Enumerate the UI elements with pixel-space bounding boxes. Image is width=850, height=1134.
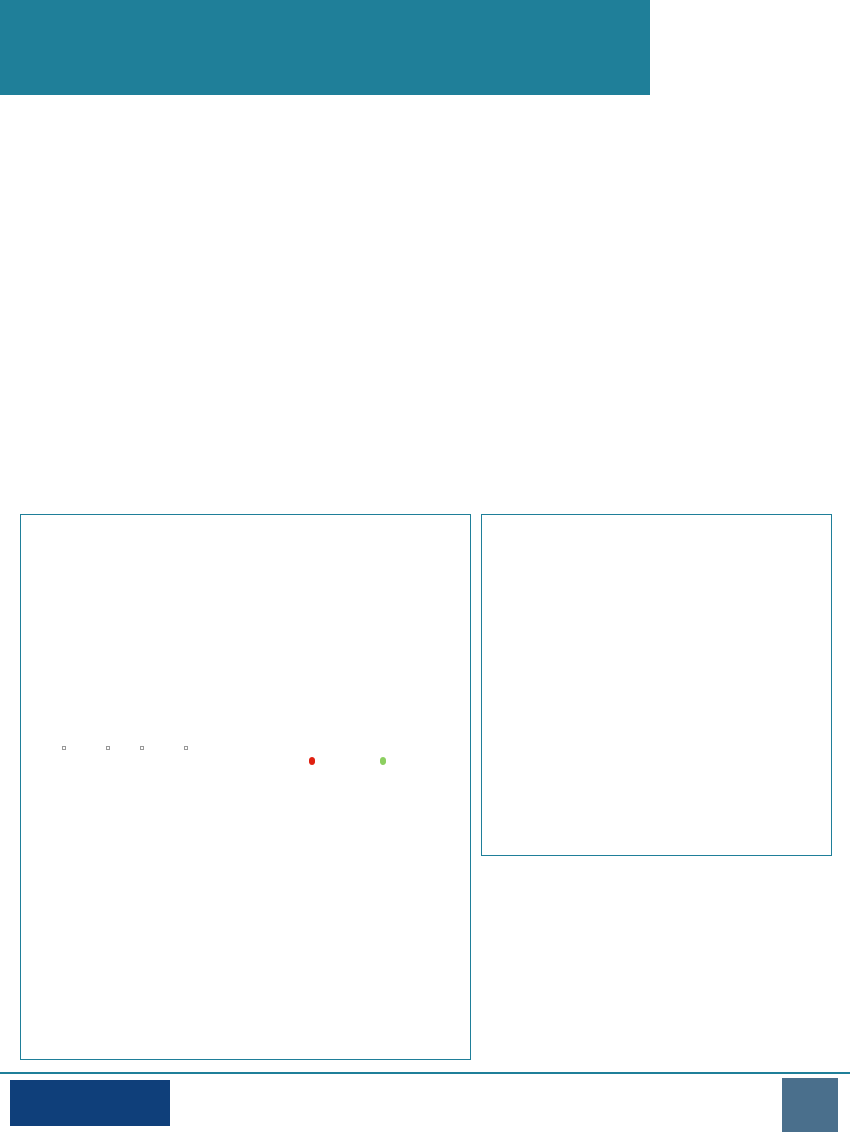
sfb-logo: [782, 1078, 838, 1132]
panel: [20, 514, 471, 1060]
label: [380, 757, 386, 765]
legend-entry: [140, 746, 144, 750]
authors: [0, 203, 850, 217]
panel: [481, 514, 832, 856]
footer-rule: [0, 1072, 850, 1074]
brazglass-logo: [10, 1080, 170, 1126]
logo-right-box: [650, 0, 850, 95]
legend-entry: [184, 746, 188, 750]
legend-entry: [62, 746, 66, 750]
label: [309, 757, 315, 765]
legend: [286, 330, 305, 337]
legend-entry: [106, 746, 110, 750]
